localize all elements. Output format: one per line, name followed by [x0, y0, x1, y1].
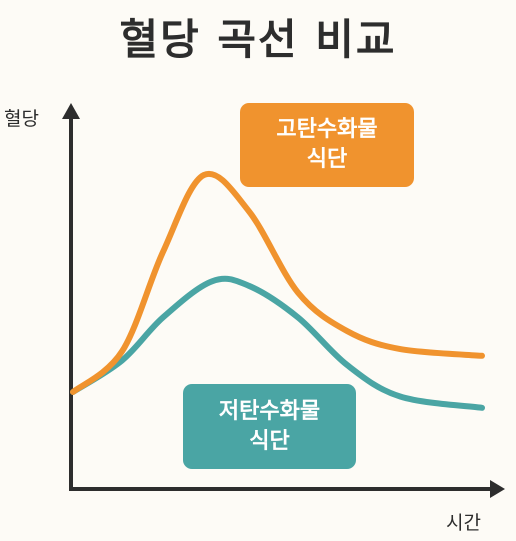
x-axis-arrow [490, 480, 505, 498]
high-carb-curve [70, 170, 485, 395]
y-axis-arrow [62, 103, 80, 119]
low-carb-label-line-1: 저탄수화물 [218, 398, 321, 424]
series-layer [70, 170, 485, 411]
chart-title: 혈당 곡선 비교 [119, 15, 397, 64]
high-carb-label-line-1: 고탄수화물 [276, 117, 378, 142]
high-carb-label: 고탄수화물 식단 [240, 103, 414, 187]
x-axis-label: 시간 [446, 512, 481, 534]
y-axis-label: 혈당 [4, 108, 39, 130]
low-carb-curve [70, 275, 485, 411]
high-carb-label-line-2: 식단 [306, 147, 348, 172]
low-carb-label: 저탄수화물 식단 [183, 384, 356, 469]
low-carb-label-line-2: 식단 [249, 428, 290, 454]
